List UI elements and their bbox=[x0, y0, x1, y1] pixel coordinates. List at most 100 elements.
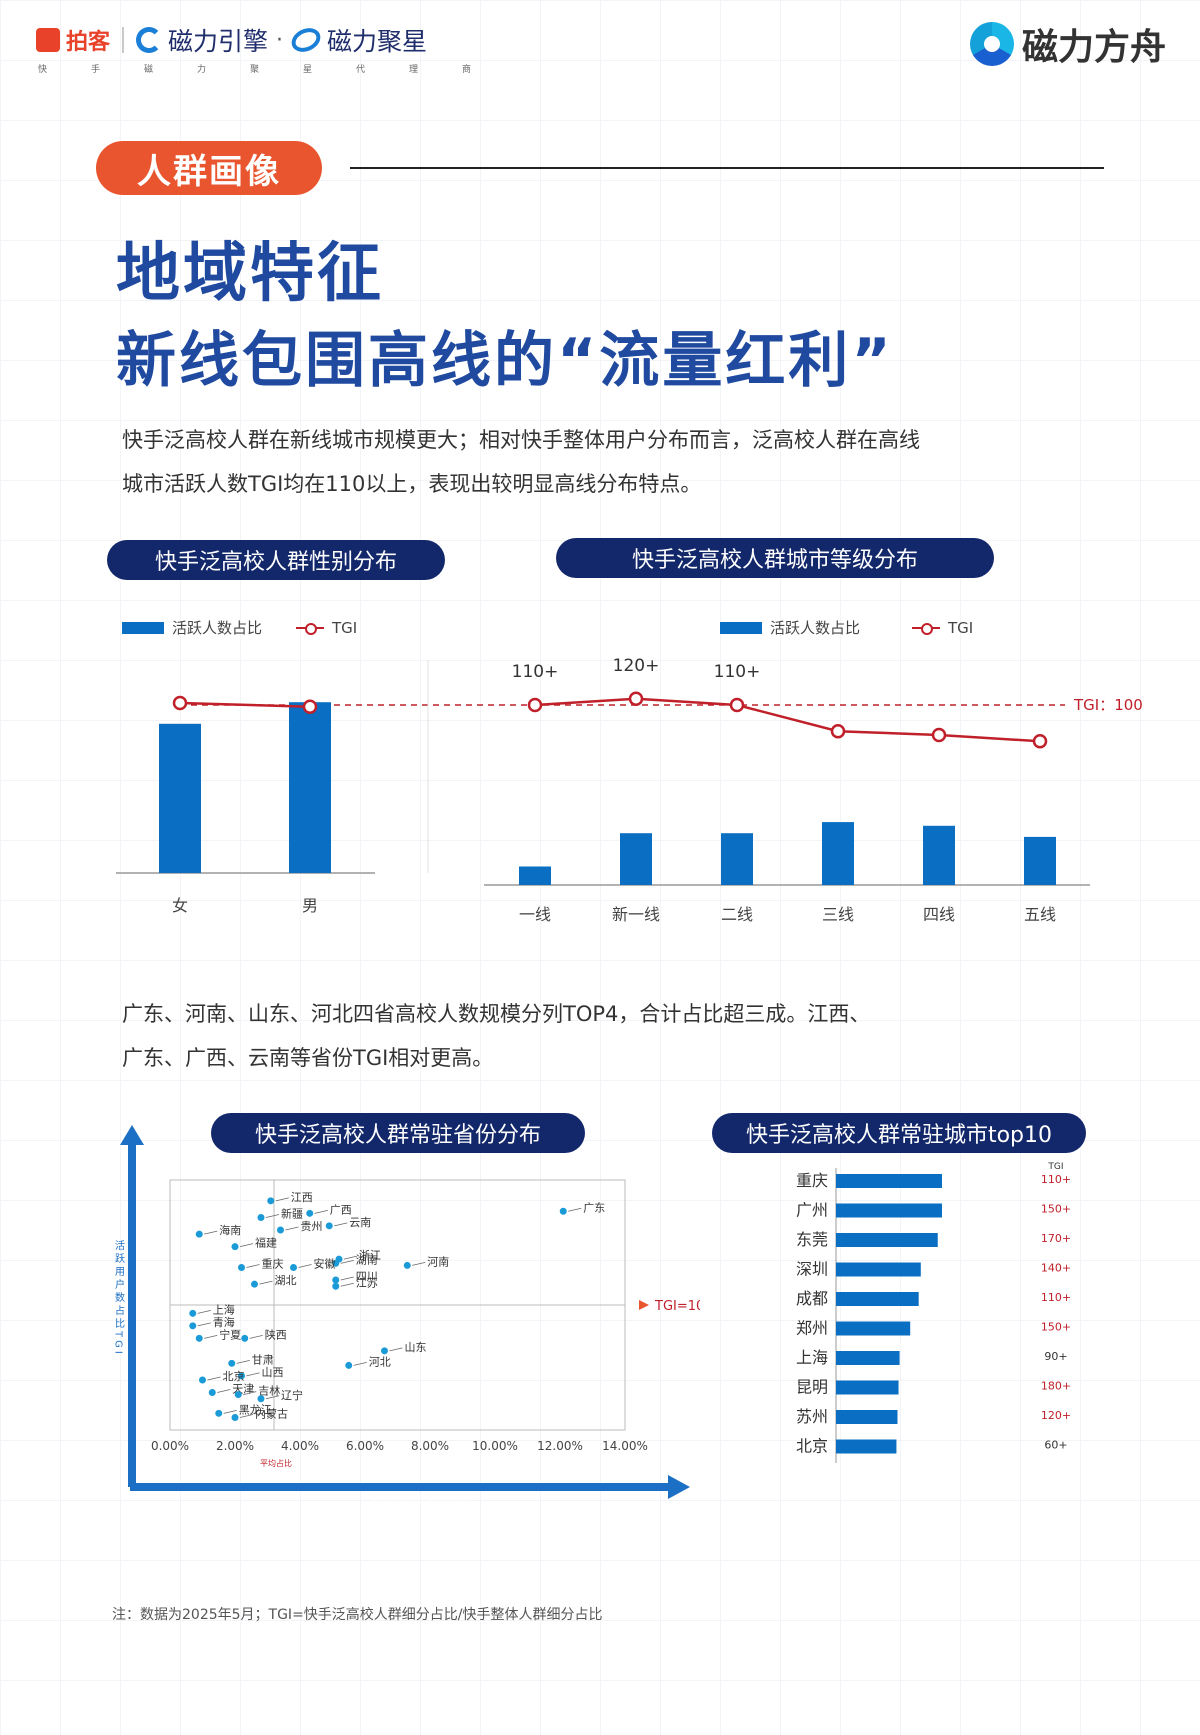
province-point bbox=[332, 1259, 340, 1267]
province-leader-line bbox=[314, 1209, 328, 1214]
city-tgi-label: 90+ bbox=[1044, 1350, 1067, 1363]
province-leader-line bbox=[343, 1255, 358, 1260]
tier-category-label: 四线 bbox=[923, 905, 955, 924]
province-leader-line bbox=[243, 1391, 257, 1395]
bar-legend-swatch bbox=[720, 621, 762, 634]
avg-share-label: 平均占比 bbox=[260, 1458, 292, 1468]
brand-row: 拍客 磁力引擎 · 磁力聚星 bbox=[36, 20, 427, 60]
tier-category-label: 二线 bbox=[721, 905, 753, 924]
tier-tgi-point-label: 110+ bbox=[512, 662, 559, 682]
gender-bar bbox=[159, 723, 201, 873]
city-label: 成都 bbox=[796, 1289, 828, 1308]
cili-star-icon bbox=[287, 23, 325, 57]
section-rule bbox=[350, 167, 1104, 169]
scatter-x-tick: 6.00% bbox=[346, 1439, 384, 1453]
paike-logo: 拍客 bbox=[36, 24, 110, 56]
province-leader-line bbox=[340, 1282, 354, 1287]
x-axis-arrow-shaft bbox=[130, 1483, 670, 1491]
tier-tgi-point bbox=[1032, 734, 1048, 749]
province-point bbox=[189, 1309, 197, 1317]
province-leader-line bbox=[204, 1334, 218, 1339]
province-label: 宁夏 bbox=[219, 1327, 241, 1341]
province-label: 海南 bbox=[219, 1223, 241, 1237]
y-axis-title: 活跃用户数占比TGI bbox=[113, 1240, 125, 1357]
scatter-tgi-ref-label: TGI=100 bbox=[654, 1299, 700, 1314]
city-tgi-label: 180+ bbox=[1041, 1380, 1071, 1393]
section-tag: 人群画像 bbox=[96, 141, 322, 195]
province-point bbox=[277, 1226, 284, 1234]
province-label: 河北 bbox=[369, 1355, 391, 1368]
tier-bar bbox=[923, 825, 955, 885]
bar-legend-label: 活跃人数占比 bbox=[172, 619, 263, 637]
city-bar bbox=[836, 1203, 942, 1218]
province-leader-line bbox=[249, 1334, 263, 1339]
province-point bbox=[332, 1282, 340, 1290]
province-leader-line bbox=[298, 1264, 312, 1268]
province-point bbox=[228, 1359, 236, 1367]
scatter-x-tick: 0.00% bbox=[151, 1439, 189, 1453]
scatter-x-tick: 12.00% bbox=[537, 1439, 583, 1453]
city-tgi-label: 170+ bbox=[1041, 1232, 1071, 1245]
province-label: 四川 bbox=[356, 1270, 378, 1283]
province-point bbox=[381, 1347, 388, 1355]
province-point bbox=[257, 1395, 265, 1403]
province-leader-line bbox=[204, 1230, 218, 1235]
x-axis-title: 活跃用户数占比 bbox=[371, 1492, 469, 1505]
province-leader-line bbox=[239, 1414, 254, 1418]
city-bar bbox=[836, 1380, 899, 1395]
province-label: 辽宁 bbox=[281, 1388, 303, 1402]
tier-bar bbox=[721, 833, 753, 885]
province-point bbox=[208, 1389, 216, 1396]
province-label: 广西 bbox=[330, 1203, 352, 1216]
cili-fangzhou-text: 磁力方舟 bbox=[1021, 27, 1166, 68]
province-chart-title: 快手泛高校人群常驻省份分布 bbox=[211, 1113, 585, 1153]
province-line-1: 广东、河南、山东、河北四省高校人数规模分列TOP4，合计占比超三成。江西、 bbox=[122, 1002, 871, 1026]
city-label: 重庆 bbox=[796, 1171, 828, 1190]
city-tier-chart-title: 快手泛高校人群城市等级分布 bbox=[556, 538, 994, 578]
city-label: 广州 bbox=[796, 1201, 828, 1220]
page-title-line1: 地域特征 bbox=[116, 237, 384, 311]
province-label: 北京 bbox=[223, 1369, 245, 1383]
province-point bbox=[290, 1264, 297, 1271]
province-point bbox=[189, 1322, 197, 1330]
y-axis-arrow-shaft bbox=[128, 1142, 136, 1487]
tgi-legend-swatch bbox=[296, 622, 325, 635]
province-point bbox=[559, 1207, 567, 1215]
tier-bar bbox=[519, 866, 551, 885]
tier-category-label: 五线 bbox=[1024, 905, 1056, 924]
tgi-legend-label: TGI bbox=[332, 618, 358, 637]
province-label: 上海 bbox=[213, 1302, 235, 1316]
province-leader-line bbox=[246, 1264, 260, 1268]
scatter-x-tick: 10.00% bbox=[472, 1439, 518, 1453]
province-point bbox=[306, 1209, 314, 1217]
province-label: 青海 bbox=[213, 1315, 235, 1329]
province-point bbox=[403, 1261, 411, 1269]
province-label: 江苏 bbox=[356, 1276, 378, 1289]
tier-bar bbox=[620, 833, 652, 885]
province-label: 黑龙江 bbox=[239, 1403, 272, 1416]
city-bar bbox=[836, 1351, 900, 1365]
province-point bbox=[267, 1197, 275, 1205]
tgi-reference-label: TGI：100 bbox=[1073, 696, 1143, 714]
tier-bar bbox=[822, 822, 854, 885]
province-label: 陕西 bbox=[265, 1327, 287, 1341]
gender-tgi-point bbox=[172, 695, 188, 711]
province-point bbox=[195, 1334, 203, 1342]
province-line-2: 广东、广西、云南等省份TGI相对更高。 bbox=[122, 1046, 494, 1070]
page-title-line2: 新线包围高线的“流量红利” bbox=[116, 326, 894, 396]
province-paragraph: 广东、河南、山东、河北四省高校人数规模分列TOP4，合计占比超三成。江西、 广东… bbox=[122, 992, 1082, 1080]
gender-tgi-point bbox=[302, 699, 318, 714]
city-label: 上海 bbox=[796, 1348, 828, 1367]
brand-subline: 快手磁力聚星代理商 bbox=[38, 65, 516, 75]
tier-category-label: 一线 bbox=[519, 905, 551, 924]
cili-fangzhou-icon bbox=[969, 22, 1014, 66]
city-tgi-label: 150+ bbox=[1041, 1321, 1071, 1334]
tier-tgi-point bbox=[830, 724, 846, 739]
city-bar bbox=[836, 1321, 911, 1336]
province-leader-line bbox=[568, 1207, 582, 1212]
province-point bbox=[332, 1276, 340, 1284]
gender-legend: 活跃人数占比 TGI bbox=[122, 617, 357, 638]
tgi-legend-label: TGI bbox=[948, 618, 974, 637]
gender-tgi-line bbox=[179, 701, 311, 708]
province-leader-line bbox=[236, 1359, 250, 1364]
